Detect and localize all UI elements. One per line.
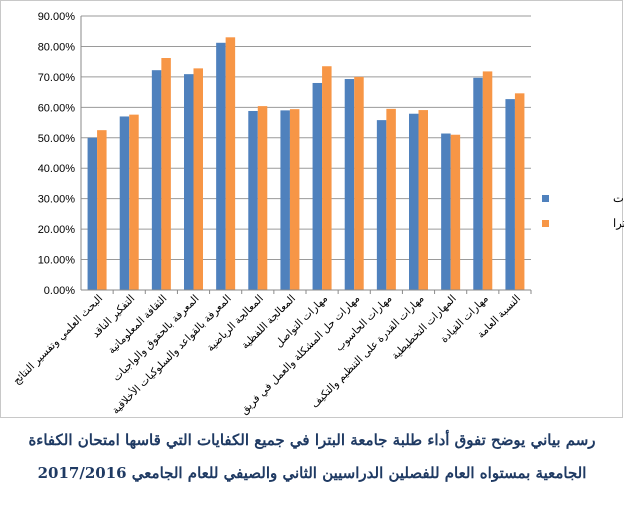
legend-swatch: [542, 195, 549, 202]
bar-petra: [482, 71, 493, 290]
bar-petra: [225, 37, 236, 290]
bar-petra: [257, 106, 268, 290]
y-tick-label: 60.00%: [38, 102, 76, 114]
y-tick-label: 50.00%: [38, 133, 76, 145]
y-tick-label: 30.00%: [38, 194, 76, 206]
bar-universities: [312, 82, 323, 290]
bar-universities: [248, 110, 258, 290]
caption-line-1: رسم بياني يوضح تفوق أداء طلبة جامعة البت…: [28, 431, 596, 449]
bar-universities: [441, 133, 451, 290]
bar-universities: [473, 77, 483, 291]
y-tick-label: 0.00%: [44, 285, 75, 297]
y-tick-label: 20.00%: [38, 224, 76, 236]
bar-universities: [119, 116, 130, 290]
x-tick-label: البحث العلمي وتفسير النتائج: [11, 293, 106, 388]
bar-universities: [505, 99, 515, 290]
bar-chart: 0.00% 10.00% 20.00% 30.00% 40.00% 50.00% 60.00…: [11, 11, 624, 417]
bar-petra: [450, 134, 461, 290]
bar-petra: [161, 58, 171, 290]
bar-universities: [344, 79, 355, 291]
bar-universities: [376, 120, 387, 291]
bar-petra: [97, 130, 107, 290]
bar-universities: [409, 113, 419, 290]
y-tick-label: 40.00%: [38, 163, 76, 175]
y-tick-label: 80.00%: [38, 41, 76, 53]
bar-universities: [216, 42, 226, 291]
x-tick-label: مهارات الحاسوب: [333, 292, 395, 354]
bar-petra: [193, 68, 203, 290]
bar-petra: [514, 93, 525, 290]
bar-petra: [354, 76, 364, 290]
x-tick-label: مهارات حل المشكلة والعمل في فريق: [238, 292, 362, 416]
legend-swatch: [542, 220, 549, 227]
bar-universities: [151, 70, 162, 291]
bar-petra: [129, 114, 139, 290]
chart-area: 0.00% 10.00% 20.00% 30.00% 40.00% 50.00% 60.00…: [0, 0, 624, 418]
bar-universities: [280, 110, 290, 290]
y-tick-label: 10.00%: [38, 255, 76, 267]
y-tick-label: 90.00%: [38, 11, 76, 23]
bar-universities: [184, 74, 194, 290]
legend-label: الجامعات: [613, 192, 624, 205]
bar-petra: [322, 66, 332, 290]
bar-petra: [418, 110, 428, 290]
caption-line-2: الجامعية بمستواه العام للفصلين الدراسيين…: [37, 464, 587, 482]
chart-caption: رسم بياني يوضح تفوق أداء طلبة جامعة البت…: [0, 424, 624, 490]
bar-petra: [289, 109, 300, 290]
bar-universities: [87, 137, 98, 290]
y-tick-label: 70.00%: [38, 72, 76, 84]
legend-label: البترا: [613, 217, 624, 230]
bar-petra: [386, 108, 396, 290]
x-tick-label: المعالجة الرياضية: [205, 293, 266, 354]
